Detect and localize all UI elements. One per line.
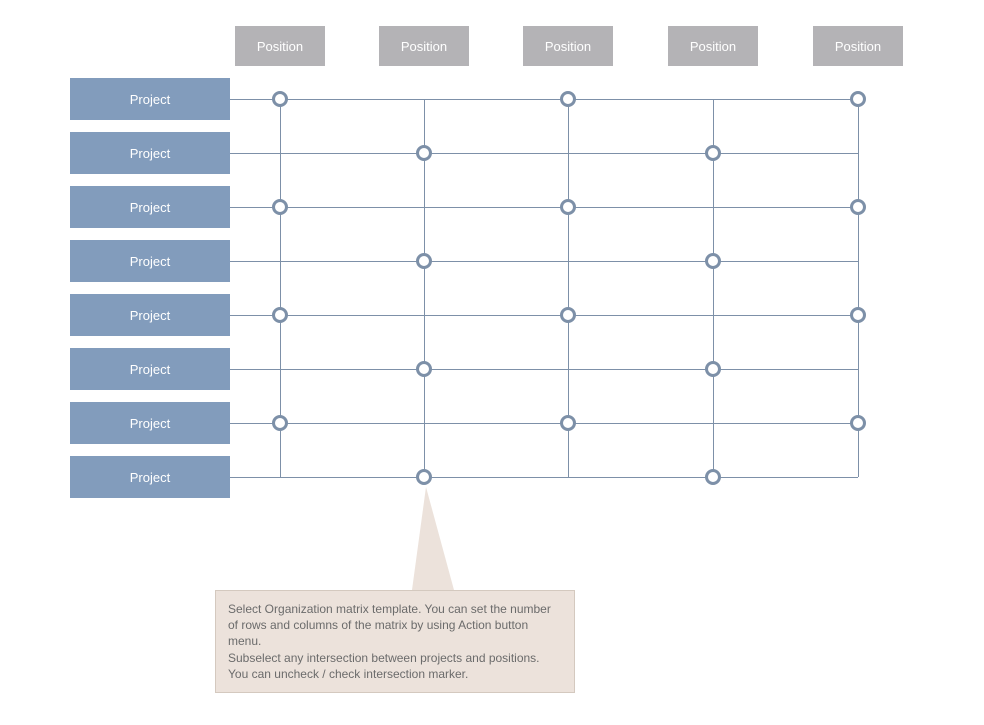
row-header-label: Project — [130, 362, 170, 377]
matrix-diagram: Position Position Position Position Position… — [0, 0, 984, 725]
intersection-marker[interactable] — [416, 361, 432, 377]
intersection-marker[interactable] — [272, 307, 288, 323]
row-header: Project — [70, 78, 230, 120]
intersection-marker[interactable] — [272, 91, 288, 107]
callout-text-line1: Select Organization matrix template. You… — [228, 601, 562, 650]
row-header: Project — [70, 402, 230, 444]
callout-tail — [412, 487, 454, 590]
intersection-marker[interactable] — [560, 415, 576, 431]
column-header-label: Position — [835, 39, 881, 54]
intersection-marker[interactable] — [705, 469, 721, 485]
grid-line-horizontal — [230, 261, 858, 262]
grid-line-horizontal — [230, 477, 858, 478]
column-header: Position — [235, 26, 325, 66]
column-header: Position — [668, 26, 758, 66]
callout-box: Select Organization matrix template. You… — [215, 590, 575, 693]
grid-line-horizontal — [230, 207, 858, 208]
row-header: Project — [70, 186, 230, 228]
row-header-label: Project — [130, 92, 170, 107]
column-header-label: Position — [545, 39, 591, 54]
intersection-marker[interactable] — [850, 415, 866, 431]
intersection-marker[interactable] — [272, 415, 288, 431]
intersection-marker[interactable] — [850, 199, 866, 215]
column-header: Position — [523, 26, 613, 66]
intersection-marker[interactable] — [560, 307, 576, 323]
row-header: Project — [70, 240, 230, 282]
column-header-label: Position — [401, 39, 447, 54]
grid-line-horizontal — [230, 99, 858, 100]
intersection-marker[interactable] — [705, 145, 721, 161]
column-header-label: Position — [690, 39, 736, 54]
grid-line-horizontal — [230, 153, 858, 154]
grid-line-horizontal — [230, 369, 858, 370]
column-header-label: Position — [257, 39, 303, 54]
column-header: Position — [813, 26, 903, 66]
row-header: Project — [70, 348, 230, 390]
intersection-marker[interactable] — [705, 361, 721, 377]
row-header-label: Project — [130, 146, 170, 161]
grid-line-horizontal — [230, 423, 858, 424]
intersection-marker[interactable] — [850, 91, 866, 107]
row-header-label: Project — [130, 308, 170, 323]
intersection-marker[interactable] — [416, 469, 432, 485]
intersection-marker[interactable] — [416, 253, 432, 269]
intersection-marker[interactable] — [272, 199, 288, 215]
column-header: Position — [379, 26, 469, 66]
row-header-label: Project — [130, 254, 170, 269]
intersection-marker[interactable] — [705, 253, 721, 269]
row-header-label: Project — [130, 416, 170, 431]
row-header-label: Project — [130, 470, 170, 485]
callout-text-line2: Subselect any intersection between proje… — [228, 650, 562, 682]
intersection-marker[interactable] — [416, 145, 432, 161]
intersection-marker[interactable] — [850, 307, 866, 323]
row-header: Project — [70, 456, 230, 498]
intersection-marker[interactable] — [560, 91, 576, 107]
row-header: Project — [70, 294, 230, 336]
row-header: Project — [70, 132, 230, 174]
grid-line-horizontal — [230, 315, 858, 316]
intersection-marker[interactable] — [560, 199, 576, 215]
row-header-label: Project — [130, 200, 170, 215]
